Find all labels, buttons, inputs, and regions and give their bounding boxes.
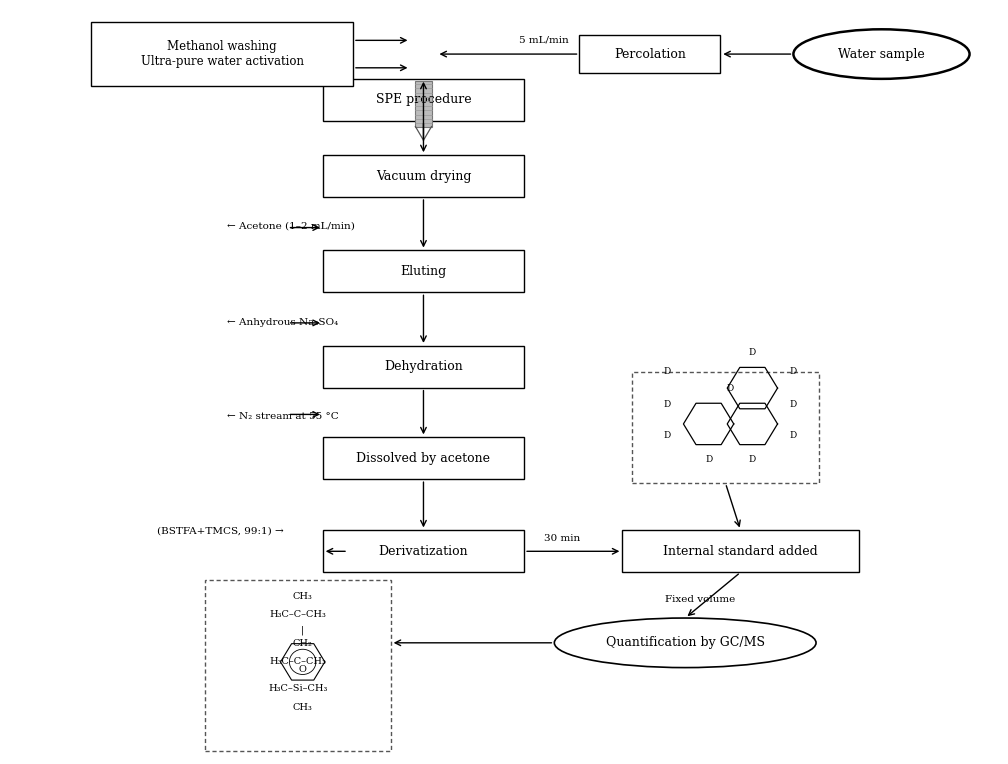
Text: D: D bbox=[664, 367, 671, 376]
Text: (BSTFA+TMCS, 99:1) →: (BSTFA+TMCS, 99:1) → bbox=[156, 526, 283, 536]
Text: H₃C–Si–CH₃: H₃C–Si–CH₃ bbox=[268, 684, 328, 693]
Text: H₃C–C–CH₃: H₃C–C–CH₃ bbox=[269, 610, 326, 620]
Text: Internal standard added: Internal standard added bbox=[663, 545, 817, 558]
Text: Methanol washing
Ultra-pure water activation: Methanol washing Ultra-pure water activa… bbox=[141, 40, 303, 68]
Text: D: D bbox=[790, 400, 797, 410]
Text: D: D bbox=[727, 384, 734, 393]
Text: Vacuum drying: Vacuum drying bbox=[376, 170, 471, 183]
Text: Water sample: Water sample bbox=[838, 47, 925, 60]
FancyBboxPatch shape bbox=[580, 35, 721, 73]
Text: ← Acetone (1–2 mL/min): ← Acetone (1–2 mL/min) bbox=[227, 221, 355, 230]
Text: Percolation: Percolation bbox=[614, 47, 685, 60]
FancyBboxPatch shape bbox=[323, 79, 524, 121]
FancyBboxPatch shape bbox=[323, 155, 524, 197]
Text: Eluting: Eluting bbox=[400, 265, 447, 278]
Text: CH₃: CH₃ bbox=[292, 592, 312, 601]
Bar bbox=[415, 81, 431, 127]
Text: CH₃: CH₃ bbox=[292, 703, 312, 712]
Text: O: O bbox=[298, 665, 306, 675]
Text: ← Anhydrous Na₂SO₄: ← Anhydrous Na₂SO₄ bbox=[227, 318, 339, 327]
Text: D: D bbox=[664, 400, 671, 410]
Text: 30 min: 30 min bbox=[544, 534, 581, 543]
FancyBboxPatch shape bbox=[92, 21, 353, 86]
Text: D: D bbox=[664, 432, 671, 440]
Text: Dehydration: Dehydration bbox=[384, 361, 463, 374]
FancyBboxPatch shape bbox=[323, 251, 524, 293]
Text: 5 mL/min: 5 mL/min bbox=[519, 36, 569, 45]
FancyBboxPatch shape bbox=[632, 373, 818, 483]
FancyBboxPatch shape bbox=[205, 580, 391, 752]
Text: D: D bbox=[790, 432, 797, 440]
Ellipse shape bbox=[793, 29, 970, 79]
Text: D: D bbox=[705, 455, 713, 465]
FancyBboxPatch shape bbox=[622, 530, 859, 572]
Text: |: | bbox=[301, 626, 304, 635]
FancyBboxPatch shape bbox=[323, 437, 524, 479]
Text: Dissolved by acetone: Dissolved by acetone bbox=[357, 452, 491, 465]
Text: Quantification by GC/MS: Quantification by GC/MS bbox=[606, 636, 765, 649]
FancyBboxPatch shape bbox=[323, 530, 524, 572]
Text: H₃C–C–CH₃: H₃C–C–CH₃ bbox=[269, 657, 326, 666]
Text: ← N₂ stream at 55 °C: ← N₂ stream at 55 °C bbox=[227, 412, 339, 421]
Text: Fixed volume: Fixed volume bbox=[665, 595, 735, 604]
Text: Derivatization: Derivatization bbox=[379, 545, 469, 558]
FancyBboxPatch shape bbox=[323, 346, 524, 387]
Ellipse shape bbox=[554, 618, 816, 668]
Text: D: D bbox=[790, 367, 797, 376]
Text: CH₂: CH₂ bbox=[292, 639, 312, 648]
Text: D: D bbox=[749, 348, 756, 357]
Text: SPE procedure: SPE procedure bbox=[376, 93, 472, 106]
Text: D: D bbox=[749, 455, 756, 465]
